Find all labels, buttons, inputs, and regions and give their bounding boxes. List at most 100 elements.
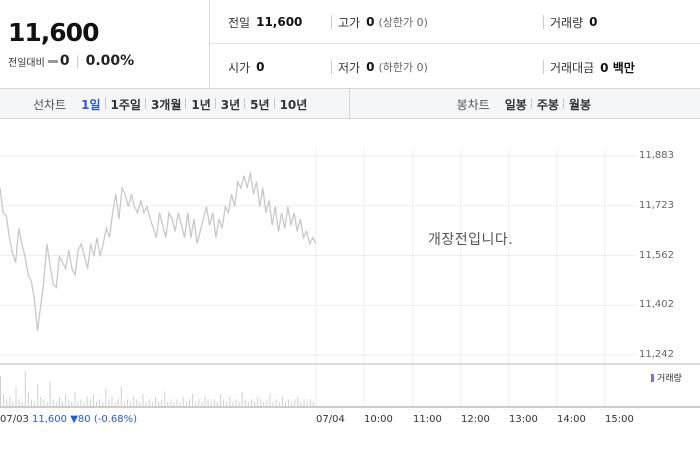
volume-bar [216, 401, 218, 407]
volume-bar [34, 401, 36, 407]
volume-bar [244, 399, 246, 407]
volume-bar [120, 386, 122, 407]
volume-bar [210, 401, 212, 407]
volume-bar [43, 399, 45, 407]
volume-bar [37, 383, 39, 407]
volume-bar [275, 399, 277, 407]
volume-bar [309, 399, 311, 407]
volume-bar [201, 401, 203, 407]
volume-bar [281, 396, 283, 407]
prev-close-label: 전일 [228, 15, 251, 30]
volume-bar [139, 401, 141, 407]
volume-bar [300, 401, 302, 407]
volume-bar [117, 399, 119, 407]
tab-monthly-candle[interactable]: 월봉 [562, 96, 596, 113]
price-series-line [0, 172, 317, 331]
tab-10year[interactable]: 10년 [273, 96, 313, 113]
volume-legend: 거래량 [651, 371, 682, 384]
volume-cell: 거래량 0 [542, 0, 598, 44]
volume-bar [223, 399, 225, 407]
quote-info: 전일 11,600 고가 0 (상한가 0) 거래량 0 시가 0 저가 0 (… [210, 0, 700, 89]
volume-bar [306, 401, 308, 407]
volume-bar [136, 399, 138, 407]
volume-bar [89, 399, 91, 407]
volume-bar [278, 401, 280, 407]
volume-bar [250, 399, 252, 407]
volume-bar [266, 399, 268, 407]
volume-bar [80, 399, 82, 407]
candle-chart-tabs: 봉차트 일봉 주봉 월봉 [350, 89, 700, 119]
volume-bar [176, 399, 178, 407]
line-chart-title: 선차트 [33, 97, 67, 112]
upper-limit: (상한가 0) [378, 16, 428, 29]
y-tick-label: 11,242 [639, 349, 674, 360]
volume-bar [127, 399, 128, 407]
prev-day-close: 11,600 [32, 414, 68, 425]
volume-bar [241, 391, 243, 407]
volume-bar [108, 399, 110, 407]
volume-bar [46, 401, 48, 407]
volume-bar [148, 399, 150, 407]
volume-bar [198, 399, 200, 407]
prev-close-cell: 전일 11,600 [228, 0, 302, 44]
high-label: 고가 [338, 15, 361, 30]
volume-bar [49, 381, 51, 407]
volume-bar [154, 396, 156, 407]
volume-bar [204, 396, 206, 407]
x-tick-label: 12:00 [461, 414, 490, 425]
x-tick-label: 13:00 [509, 414, 538, 425]
low-value: 0 [366, 60, 375, 74]
volume-value: 0 [589, 15, 598, 29]
volume-bar [31, 399, 32, 407]
volume-bar [74, 391, 76, 407]
volume-bar [297, 396, 299, 407]
low-label: 저가 [338, 60, 361, 75]
volume-bar [226, 401, 228, 407]
volume-bar [303, 399, 305, 407]
change-label: 전일대비 [8, 57, 45, 69]
volume-bar [257, 396, 259, 407]
tab-1week[interactable]: 1주일 [104, 96, 146, 113]
volume-bar [18, 399, 20, 407]
quote-panel: 11,600 전일대비 0 | 0.00% 전일 11,600 고가 0 (상한… [0, 0, 700, 89]
tab-3year[interactable]: 3년 [214, 96, 245, 113]
amount-label: 거래대금 [550, 60, 595, 75]
market-closed-message: 개장전입니다. [428, 232, 514, 248]
volume-bar [123, 401, 125, 407]
volume-bar [6, 399, 8, 407]
volume-bar [58, 396, 60, 407]
change-percent: 0.00% [85, 53, 135, 69]
tab-5year[interactable]: 5년 [244, 96, 274, 113]
volume-bar [195, 401, 197, 407]
volume-bar [263, 401, 265, 407]
x-tick-label: 14:00 [557, 414, 586, 425]
volume-bar [185, 401, 187, 407]
tab-3month[interactable]: 3개월 [144, 96, 186, 113]
change-value: 0 [59, 53, 70, 69]
volume-bar [192, 394, 194, 407]
x-tick-label: 11:00 [413, 414, 442, 425]
volume-bar [83, 401, 85, 407]
tab-weekly-candle[interactable]: 주봉 [530, 96, 564, 113]
volume-bar [142, 394, 144, 407]
prev-close-value: 11,600 [256, 15, 303, 29]
volume-bar [151, 401, 153, 407]
info-row-1: 전일 11,600 고가 0 (상한가 0) 거래량 0 [210, 0, 700, 44]
volume-bar [130, 401, 132, 407]
lower-limit: (하한가 0) [378, 61, 428, 74]
volume-bar [105, 389, 107, 407]
volume-bar [111, 396, 113, 407]
line-chart-tabs: 선차트 1일 1주일 3개월 1년 3년 5년 10년 [0, 89, 350, 119]
volume-bar [145, 401, 147, 407]
volume-bar [238, 401, 240, 407]
change-row: 전일대비 0 | 0.00% [8, 53, 134, 69]
volume-bar [24, 371, 26, 407]
amount-cell: 거래대금 0 백만 [543, 45, 635, 89]
volume-bar [99, 399, 101, 407]
tab-daily-candle[interactable]: 일봉 [504, 97, 527, 112]
tab-1day[interactable]: 1일 [81, 97, 101, 112]
volume-bar [232, 401, 234, 407]
tab-1year[interactable]: 1년 [185, 96, 215, 113]
volume-bar [179, 401, 181, 407]
volume-bar [167, 401, 169, 407]
